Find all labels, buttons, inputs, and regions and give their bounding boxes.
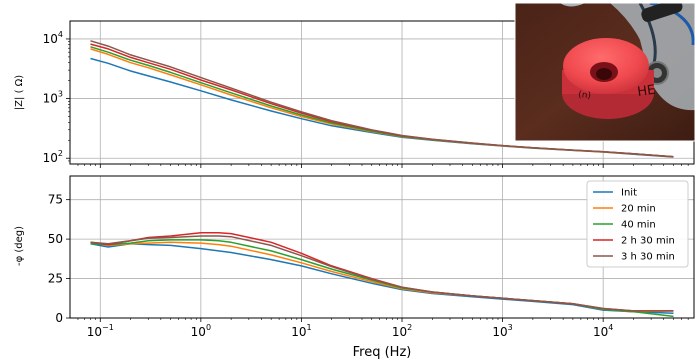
y-tick-label: 104 [43,30,63,46]
series-line-3-h-30-min [90,40,674,158]
y-tick-label: 102 [43,149,63,165]
legend-label: 3 h 30 min [621,252,675,263]
photo-inset: HE (n) [514,2,696,142]
impedance-ticks: 102 103 104 [43,30,689,168]
center-hole-inner [596,68,612,80]
x-tick-label: 10−1 [87,323,114,339]
x-tick-label: 101 [291,323,311,339]
impedance-y-axis-label: |Z| ( Ω) [14,75,25,110]
legend-label: 2 h 30 min [621,236,675,247]
bench-background [610,3,695,111]
frequency-x-axis-label: Freq (Hz) [353,345,412,360]
y-tick-label: 75 [48,193,63,207]
y-tick-label: 25 [48,272,63,286]
electrode-connector-center [652,68,662,78]
bright-background-patch [515,3,585,7]
photo-frame [514,2,696,142]
phase-y-axis-label: -φ (deg) [14,226,25,266]
y-tick-label: 103 [43,90,63,106]
legend-box [586,180,689,268]
x-tick-label: 103 [492,323,512,339]
legend-label: 40 min [621,220,656,231]
y-tick-label: 50 [48,232,63,246]
photo-text-small: (n) [578,90,592,101]
x-tick-label: 102 [392,323,412,339]
phase-panel: 10−1 100 101 102 103 104 0 25 50 75 -φ (deg) Freq… [14,175,695,360]
phase-series [90,232,674,318]
series-line-init [90,243,674,315]
x-tick-label: 104 [593,323,613,339]
photo-text-main: HE [636,83,656,100]
phase-axes-frame [69,175,695,319]
series-line-3-h-30-min [90,235,674,312]
impedance-series [90,40,674,158]
x-tick-label: 100 [191,323,211,339]
legend-label: 20 min [621,204,656,215]
legend: Init 20 min 40 min 2 h 30 min 3 h 30 min [586,180,689,268]
legend-label: Init [621,188,637,199]
alligator-clip [641,3,683,22]
y-tick-label: 0 [55,311,63,325]
